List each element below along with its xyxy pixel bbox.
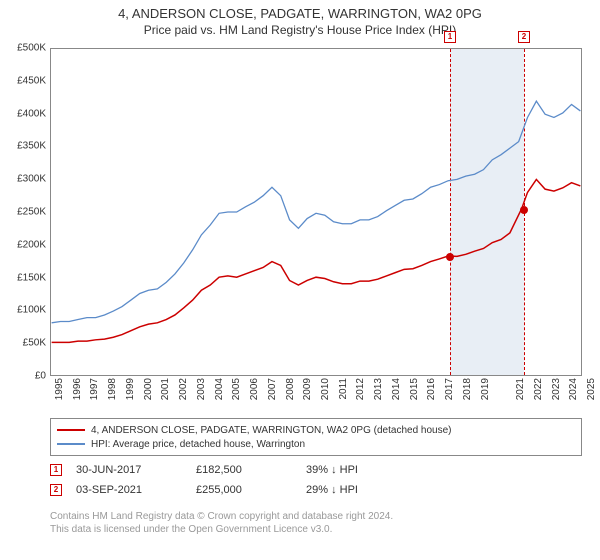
x-axis-tick-label: 1996: [72, 378, 83, 408]
x-axis-tick-label: 2025: [586, 378, 597, 408]
y-axis-tick-label: £300K: [2, 174, 46, 185]
transaction-marker: 2: [50, 484, 62, 496]
x-axis-tick-label: 2022: [533, 378, 544, 408]
x-axis-tick-label: 1999: [125, 378, 136, 408]
x-axis-tick-label: 2000: [143, 378, 154, 408]
y-axis-tick-label: £350K: [2, 141, 46, 152]
chart-subtitle: Price paid vs. HM Land Registry's House …: [0, 23, 600, 37]
legend-swatch: [57, 443, 85, 445]
legend-item: HPI: Average price, detached house, Warr…: [57, 437, 575, 451]
legend: 4, ANDERSON CLOSE, PADGATE, WARRINGTON, …: [50, 418, 582, 456]
transaction-table: 1 30-JUN-2017 £182,500 39% ↓ HPI 2 03-SE…: [50, 460, 582, 500]
y-axis-tick-label: £400K: [2, 108, 46, 119]
marker-2-flag: 2: [518, 31, 530, 43]
y-axis-tick-label: £100K: [2, 305, 46, 316]
x-axis-tick-label: 2011: [338, 378, 349, 408]
transaction-diff: 39% ↓ HPI: [306, 464, 358, 476]
x-axis-tick-label: 2019: [480, 378, 491, 408]
y-axis-tick-label: £0: [2, 371, 46, 382]
x-axis-tick-label: 2007: [267, 378, 278, 408]
legend-swatch: [57, 429, 85, 431]
transaction-price: £182,500: [196, 464, 306, 476]
x-axis-tick-label: 1995: [54, 378, 65, 408]
footer-line: Contains HM Land Registry data © Crown c…: [50, 510, 582, 523]
y-axis-tick-label: £150K: [2, 272, 46, 283]
x-axis-tick-label: 2013: [373, 378, 384, 408]
y-axis-tick-label: £50K: [2, 338, 46, 349]
y-axis-tick-label: £200K: [2, 239, 46, 250]
x-axis-tick-label: 2023: [551, 378, 562, 408]
x-axis-tick-label: 2010: [320, 378, 331, 408]
y-axis-tick-label: £500K: [2, 43, 46, 54]
x-axis-tick-label: 2009: [302, 378, 313, 408]
x-axis-tick-label: 2015: [409, 378, 420, 408]
x-axis-tick-label: 2018: [462, 378, 473, 408]
x-axis-tick-label: 2005: [231, 378, 242, 408]
x-axis-tick-label: 2017: [444, 378, 455, 408]
x-axis-tick-label: 2016: [426, 378, 437, 408]
transaction-dot: [520, 206, 528, 214]
legend-label: 4, ANDERSON CLOSE, PADGATE, WARRINGTON, …: [91, 425, 451, 436]
legend-label: HPI: Average price, detached house, Warr…: [91, 439, 305, 450]
x-axis-tick-label: 2003: [196, 378, 207, 408]
transaction-row: 1 30-JUN-2017 £182,500 39% ↓ HPI: [50, 460, 582, 480]
x-axis-tick-label: 2006: [249, 378, 260, 408]
chart-title: 4, ANDERSON CLOSE, PADGATE, WARRINGTON, …: [0, 6, 600, 21]
x-axis-tick-label: 2004: [214, 378, 225, 408]
y-axis-tick-label: £250K: [2, 207, 46, 218]
transaction-date: 30-JUN-2017: [76, 464, 196, 476]
x-axis-tick-label: 2024: [568, 378, 579, 408]
transaction-row: 2 03-SEP-2021 £255,000 29% ↓ HPI: [50, 480, 582, 500]
footer-attribution: Contains HM Land Registry data © Crown c…: [50, 510, 582, 536]
x-axis-tick-label: 1997: [89, 378, 100, 408]
x-axis-tick-label: 2001: [160, 378, 171, 408]
transaction-diff: 29% ↓ HPI: [306, 484, 358, 496]
x-axis-tick-label: 2002: [178, 378, 189, 408]
transaction-dot: [446, 253, 454, 261]
x-axis-tick-label: 2008: [285, 378, 296, 408]
x-axis-tick-label: 1998: [107, 378, 118, 408]
footer-line: This data is licensed under the Open Gov…: [50, 523, 582, 536]
x-axis-tick-label: 2021: [515, 378, 526, 408]
y-axis-tick-label: £450K: [2, 75, 46, 86]
chart-plot-area: 1 2: [50, 48, 582, 376]
x-axis-tick-label: 2014: [391, 378, 402, 408]
transaction-price: £255,000: [196, 484, 306, 496]
x-axis-tick-label: 2012: [355, 378, 366, 408]
line-series-svg: [51, 49, 581, 375]
legend-item: 4, ANDERSON CLOSE, PADGATE, WARRINGTON, …: [57, 423, 575, 437]
marker-1-flag: 1: [444, 31, 456, 43]
transaction-marker: 1: [50, 464, 62, 476]
transaction-date: 03-SEP-2021: [76, 484, 196, 496]
